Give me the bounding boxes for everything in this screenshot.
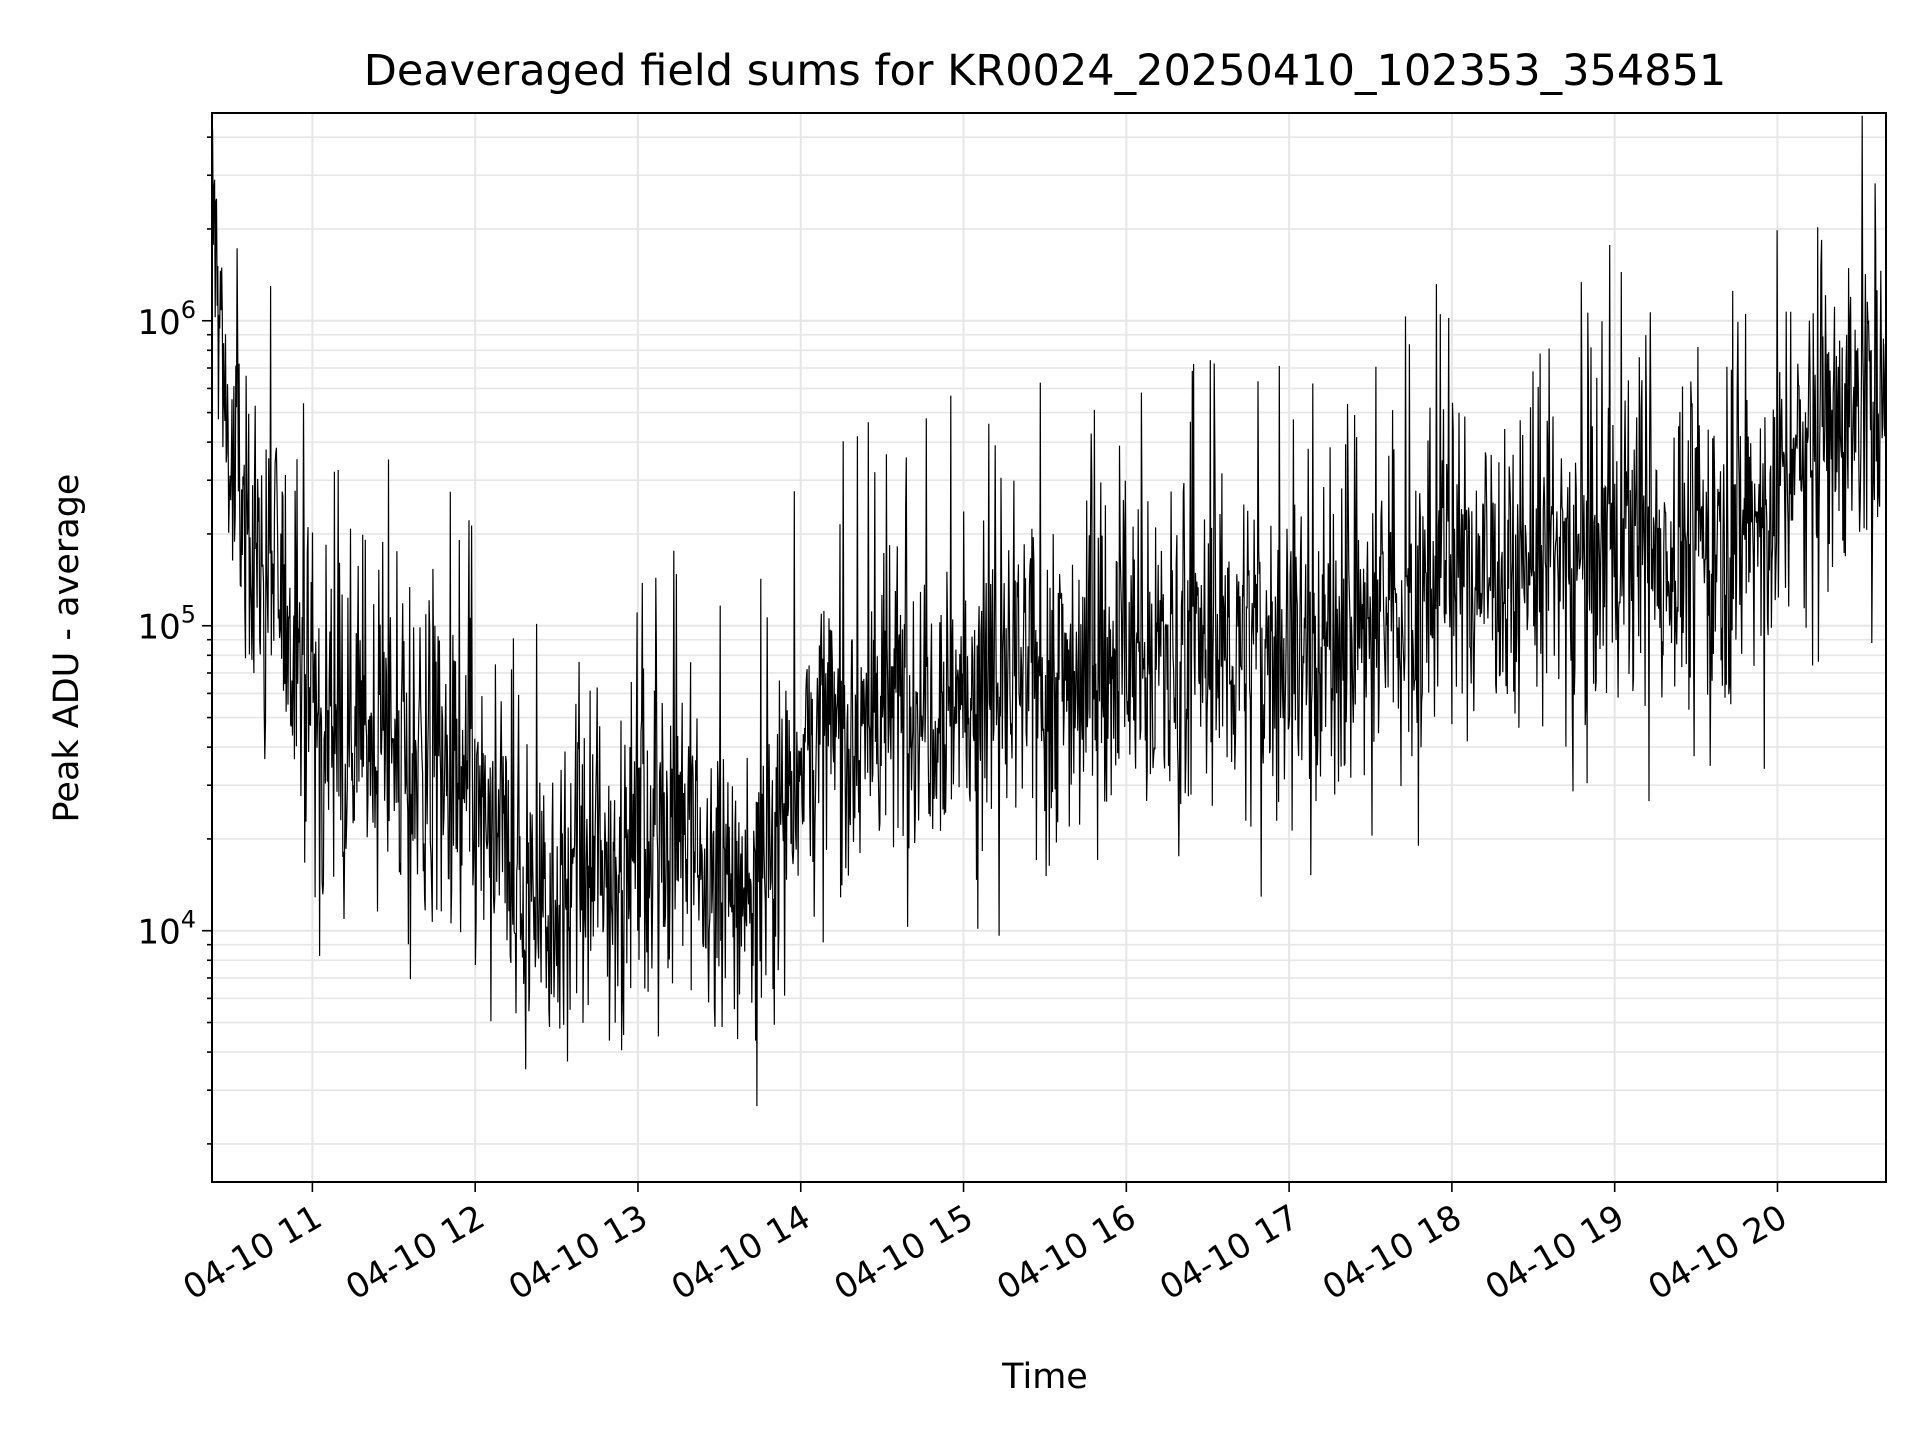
plot-frame [211,112,1887,1183]
series-line [211,115,1887,1107]
series-group [211,115,1887,1107]
x-axis-label: Time [1001,1357,1088,1397]
chart-title: Deaveraged field sums for KR0024_2025041… [364,46,1727,96]
y-axis-label: Peak ADU - average [47,474,87,823]
y-axis-ticks: 104 105 106 [137,136,212,1145]
y-tick-label: 106 [137,296,196,343]
y-tick-label: 105 [137,601,196,648]
y-tick-label: 104 [137,906,196,953]
